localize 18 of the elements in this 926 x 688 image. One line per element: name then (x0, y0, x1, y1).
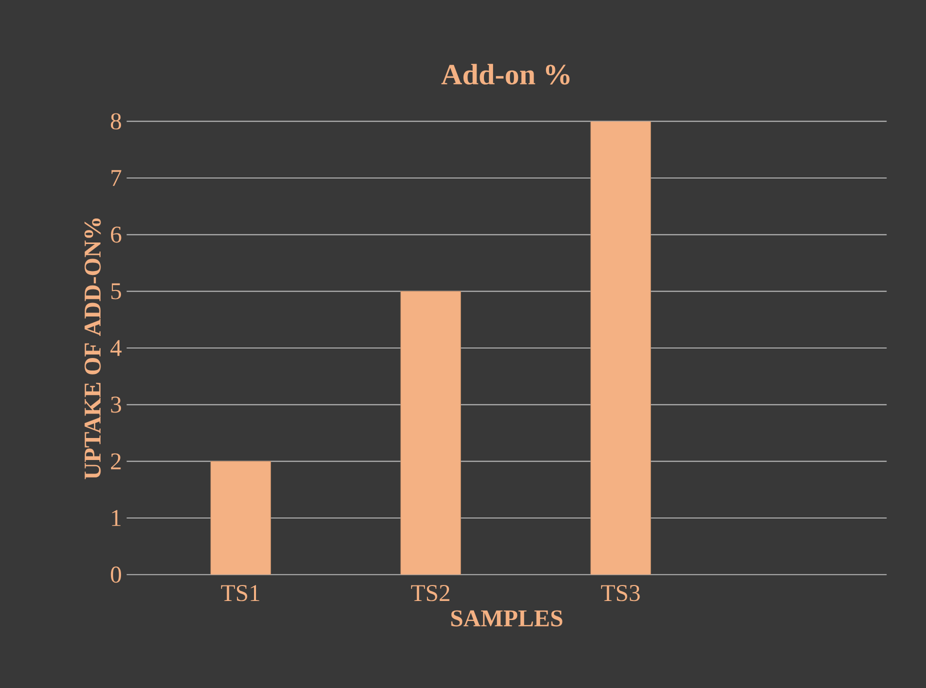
bar (210, 461, 271, 575)
bar (590, 121, 651, 575)
x-tick-label: TS1 (221, 585, 260, 602)
y-axis-title: UPTAKE OF ADD-ON% (84, 218, 101, 480)
y-tick-label: 5 (111, 283, 122, 300)
bar (400, 291, 461, 575)
x-tick-label: TS2 (411, 585, 450, 602)
y-tick-label: 4 (110, 340, 122, 356)
y-tick-label: 6 (110, 226, 122, 243)
x-tick-label: TS3 (601, 585, 640, 602)
chart-title: Add-on % (441, 64, 570, 85)
y-tick-label: 8 (110, 113, 122, 130)
y-tick-label: 0 (110, 566, 122, 583)
x-axis-title: SAMPLES (451, 610, 562, 626)
y-tick-label: 1 (112, 510, 121, 526)
y-tick-label: 3 (111, 396, 122, 413)
y-tick-label: 2 (111, 453, 121, 470)
y-tick-label: 7 (112, 170, 122, 186)
